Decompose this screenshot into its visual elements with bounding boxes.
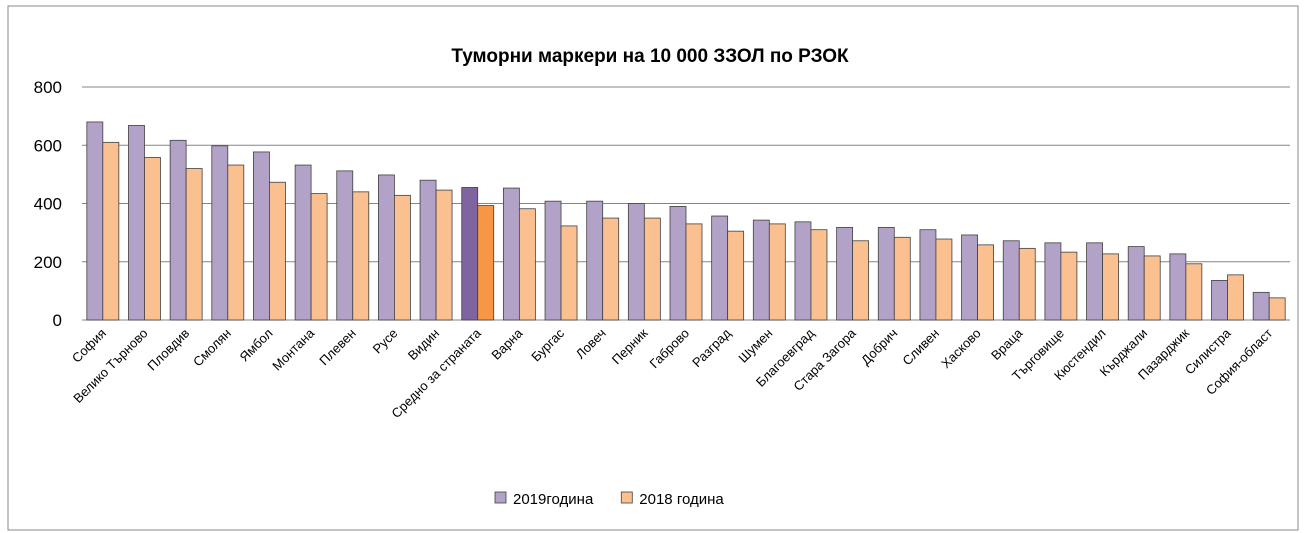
bar — [836, 226, 854, 321]
bar — [227, 164, 245, 321]
y-tick-label: 400 — [34, 195, 62, 214]
bar — [810, 229, 828, 321]
bar — [1185, 263, 1203, 321]
bar — [544, 200, 562, 321]
bar — [435, 189, 453, 321]
bar — [352, 191, 370, 321]
bar — [102, 141, 120, 321]
bar — [310, 193, 328, 321]
bar — [1044, 242, 1062, 321]
bar — [1002, 240, 1020, 321]
bar — [1102, 253, 1119, 321]
bar — [752, 219, 770, 321]
bar — [893, 236, 911, 321]
y-tick-label: 800 — [34, 78, 62, 97]
bar — [768, 223, 786, 321]
bar — [643, 217, 661, 321]
legend-label: 2018 година — [639, 491, 724, 508]
bar — [1211, 279, 1228, 321]
bar — [560, 225, 578, 321]
y-tick-label: 0 — [53, 311, 62, 330]
bar — [1169, 253, 1187, 321]
bar — [1143, 255, 1161, 321]
bar — [919, 229, 937, 321]
bar — [461, 187, 479, 321]
y-tick-label: 200 — [34, 253, 62, 272]
bar — [977, 244, 994, 321]
bar — [1060, 251, 1078, 321]
bar — [1252, 291, 1270, 321]
bar — [1127, 246, 1145, 321]
bar — [1086, 242, 1103, 321]
bar — [86, 121, 104, 321]
bar — [185, 168, 203, 321]
bar — [711, 215, 729, 321]
bar — [144, 157, 161, 321]
bar — [477, 205, 495, 321]
bar — [294, 164, 312, 321]
bar — [1018, 247, 1036, 321]
bar — [269, 181, 286, 321]
bar — [685, 223, 703, 321]
legend-swatch — [620, 491, 633, 504]
y-tick-label: 600 — [34, 136, 62, 155]
bar — [586, 200, 604, 321]
bar — [518, 208, 536, 321]
bar — [727, 230, 745, 321]
bar — [419, 179, 437, 321]
bar — [961, 234, 978, 321]
bar — [1227, 274, 1244, 321]
legend-label: 2019година — [513, 491, 594, 508]
bar — [627, 203, 645, 321]
bar — [935, 238, 953, 321]
bar — [211, 145, 229, 321]
bar — [602, 217, 620, 321]
bar — [794, 221, 812, 321]
bar — [1268, 297, 1286, 321]
bar — [852, 240, 870, 321]
bar — [378, 174, 395, 321]
bar — [336, 170, 354, 321]
bar — [502, 187, 520, 321]
chart-title: Туморни маркери на 10 000 ЗЗОЛ по РЗОК — [451, 46, 849, 67]
bar — [169, 139, 187, 321]
bar — [394, 194, 411, 321]
bar — [253, 151, 270, 321]
bar — [669, 206, 687, 321]
bar — [128, 125, 145, 321]
bar — [877, 226, 895, 321]
legend-swatch — [494, 491, 507, 504]
